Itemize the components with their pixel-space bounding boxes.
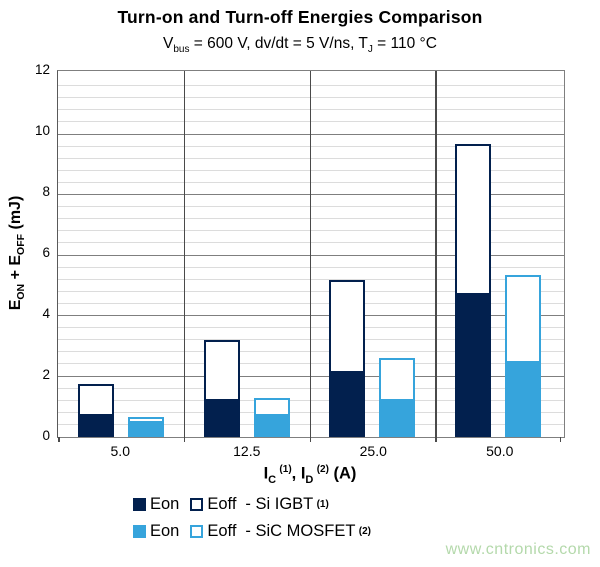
bar-segment-sic-mosfet-eon bbox=[505, 362, 542, 437]
y-tick-label: 4 bbox=[42, 306, 50, 321]
bar-segment-si-igbt-eon bbox=[329, 373, 366, 437]
legend-label-eon: Eon bbox=[150, 495, 180, 513]
y-tick-label: 2 bbox=[42, 367, 50, 382]
gridline-minor bbox=[58, 387, 564, 389]
bar-segment-si-igbt-eoff bbox=[77, 384, 114, 416]
legend-swatch-eon-si-igbt-icon bbox=[133, 498, 146, 511]
legend-swatch-eoff-sic-mosfet-icon bbox=[190, 525, 204, 538]
gridline-minor bbox=[58, 121, 564, 123]
x-tick-label: 50.0 bbox=[486, 443, 514, 459]
gridline-minor bbox=[58, 327, 564, 329]
gridline-major bbox=[58, 315, 564, 316]
bar-segment-si-igbt-eoff bbox=[455, 143, 492, 295]
bar-segment-sic-mosfet-eon bbox=[127, 423, 164, 437]
gridline-minor bbox=[58, 181, 564, 183]
legend-label-eon: Eon bbox=[150, 522, 180, 540]
gridline-minor bbox=[58, 145, 564, 147]
gridline-minor bbox=[58, 230, 564, 232]
gridline-minor bbox=[58, 339, 564, 341]
gridline-minor bbox=[58, 411, 564, 413]
y-tick-label: 12 bbox=[34, 62, 50, 77]
legend-series-label: - Si IGBT bbox=[245, 495, 314, 513]
axis-tick bbox=[435, 437, 437, 442]
x-axis-title: IC (1), ID (2) (A) bbox=[263, 464, 357, 486]
x-tick-label: 12.5 bbox=[233, 443, 261, 459]
plot-area bbox=[57, 70, 565, 442]
gridline-minor bbox=[58, 85, 564, 87]
axis-tick bbox=[559, 437, 561, 442]
gridline-minor bbox=[58, 97, 564, 99]
gridline-minor bbox=[58, 363, 564, 365]
gridline-major bbox=[58, 254, 564, 256]
gridline-minor bbox=[58, 157, 564, 159]
chart-title: Turn-on and Turn-off Energies Comparison bbox=[117, 7, 483, 27]
bar-segment-si-igbt-eoff bbox=[329, 279, 366, 374]
bar-segment-sic-mosfet-eoff bbox=[505, 275, 542, 363]
bar-segment-sic-mosfet-eoff bbox=[127, 417, 164, 424]
bar-segment-sic-mosfet-eoff bbox=[253, 397, 290, 416]
gridline-minor bbox=[58, 399, 564, 401]
x-tick-label: 5.0 bbox=[110, 443, 130, 459]
y-tick-label: 8 bbox=[42, 184, 50, 199]
plot-canvas bbox=[58, 71, 564, 442]
bar-segment-sic-mosfet-eoff bbox=[379, 358, 416, 401]
axis-tick bbox=[183, 437, 186, 442]
axis-tick bbox=[309, 437, 311, 442]
bar-segment-si-igbt-eon bbox=[77, 415, 114, 437]
chart-legend: Eon Eoff - Si IGBT (1) Eon Eoff - SiC MOSFET… bbox=[133, 491, 371, 545]
category-separator bbox=[183, 71, 186, 437]
legend-footnote-marker: (1) bbox=[316, 499, 329, 510]
category-separator bbox=[435, 71, 437, 437]
legend-footnote-marker: (2) bbox=[358, 526, 371, 537]
chart-subtitle: Vbus = 600 V, dv/dt = 5 V/ns, TJ = 110 °… bbox=[163, 35, 437, 56]
gridline-minor bbox=[58, 351, 564, 353]
gridline-minor bbox=[58, 169, 564, 171]
gridline-minor bbox=[58, 290, 564, 292]
bar-segment-si-igbt-eoff bbox=[203, 340, 240, 401]
gridline-minor bbox=[58, 109, 564, 111]
bar-segment-si-igbt-eon bbox=[203, 400, 240, 437]
gridline-minor bbox=[58, 218, 564, 220]
gridline-minor bbox=[58, 242, 564, 244]
legend-row-sic-mosfet: Eon Eoff - SiC MOSFET (2) bbox=[133, 518, 371, 545]
axis-tick bbox=[58, 437, 60, 442]
gridline-major bbox=[58, 375, 564, 377]
legend-label-eoff: Eoff bbox=[207, 495, 237, 513]
legend-series-label: - SiC MOSFET bbox=[245, 522, 356, 540]
legend-swatch-eon-sic-mosfet-icon bbox=[133, 525, 146, 538]
legend-swatch-eoff-si-igbt-icon bbox=[190, 498, 204, 511]
legend-row-si-igbt: Eon Eoff - Si IGBT (1) bbox=[133, 491, 371, 518]
y-tick-label: 10 bbox=[34, 123, 50, 138]
y-tick-label: 0 bbox=[42, 428, 50, 443]
gridline-major bbox=[58, 194, 564, 195]
legend-label-eoff: Eoff bbox=[207, 522, 237, 540]
gridline-minor bbox=[58, 423, 564, 425]
gridline-major bbox=[58, 133, 564, 135]
bar-segment-sic-mosfet-eon bbox=[379, 400, 416, 437]
gridline-minor bbox=[58, 266, 564, 268]
y-tick-label: 6 bbox=[42, 245, 50, 260]
category-separator bbox=[309, 71, 311, 437]
bar-segment-si-igbt-eon bbox=[455, 294, 492, 437]
gridline-minor bbox=[58, 302, 564, 304]
bar-segment-sic-mosfet-eon bbox=[253, 415, 290, 437]
watermark: www.cntronics.com bbox=[445, 541, 591, 558]
gridline-minor bbox=[58, 278, 564, 280]
gridline-minor bbox=[58, 206, 564, 208]
x-tick-label: 25.0 bbox=[359, 443, 387, 459]
